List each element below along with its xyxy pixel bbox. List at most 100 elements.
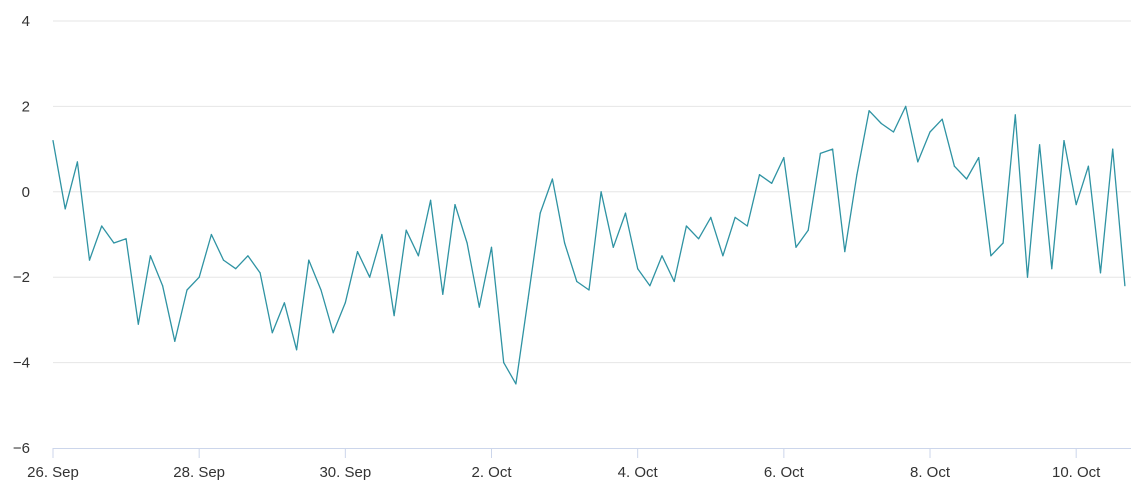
data-point: [588, 289, 590, 291]
data-point: [649, 285, 651, 287]
data-point: [722, 255, 724, 257]
x-axis: 26. Sep 28. Sep 30. Sep 2. Oct 4. Oct 6. Oct 8…: [27, 448, 1131, 481]
data-point: [259, 272, 261, 274]
data-point: [405, 229, 407, 231]
data-point: [515, 383, 517, 385]
data-point: [198, 276, 200, 278]
data-point: [381, 233, 383, 236]
y-tick-label: −2: [13, 269, 30, 286]
data-point: [576, 280, 578, 283]
data-point: [807, 229, 809, 231]
data-point: [52, 140, 54, 142]
data-point: [990, 255, 992, 257]
data-point: [710, 216, 712, 218]
data-point: [320, 289, 322, 291]
data-point: [466, 242, 468, 244]
data-point: [369, 276, 371, 278]
data-point: [417, 255, 419, 257]
x-tick-label: 28. Sep: [173, 464, 225, 481]
data-point: [880, 122, 882, 125]
data-point: [783, 157, 785, 159]
series-layer: [52, 105, 1126, 385]
x-tick-label: 26. Sep: [27, 464, 79, 481]
data-point: [174, 340, 176, 342]
data-point: [222, 259, 225, 261]
data-point: [88, 259, 91, 261]
data-point: [283, 302, 285, 304]
x-tick-label: 4. Oct: [618, 464, 659, 481]
data-point: [1026, 276, 1029, 278]
data-point: [966, 178, 968, 180]
data-point: [503, 362, 505, 364]
data-point: [64, 208, 66, 210]
y-tick-label: 4: [22, 13, 30, 30]
data-point: [527, 298, 529, 300]
data-point: [1099, 272, 1102, 274]
data-point: [795, 246, 797, 248]
data-point: [685, 225, 688, 227]
data-point: [637, 268, 639, 270]
data-point: [868, 110, 870, 112]
data-point: [698, 238, 700, 240]
data-point: [308, 259, 310, 261]
data-point: [978, 157, 980, 159]
data-point: [941, 118, 943, 120]
y-axis: 4 2 0 −2 −4 −6: [13, 13, 30, 457]
data-point: [235, 268, 237, 270]
data-point: [478, 306, 480, 308]
data-point: [673, 280, 675, 283]
data-point: [758, 174, 761, 176]
data-point: [430, 199, 432, 201]
data-point: [1063, 140, 1065, 142]
y-tick-label: 0: [22, 184, 30, 201]
data-point: [771, 182, 773, 184]
data-point: [819, 152, 822, 154]
data-point: [162, 285, 164, 287]
data-point: [1075, 204, 1077, 206]
data-point: [247, 255, 249, 257]
data-point: [856, 174, 858, 176]
data-point: [1051, 268, 1053, 270]
data-point: [1014, 114, 1016, 116]
x-tick-label: 30. Sep: [319, 464, 371, 481]
data-point: [832, 148, 834, 150]
data-point: [296, 349, 298, 351]
data-point: [186, 289, 188, 291]
x-tick-label: 2. Oct: [472, 464, 513, 481]
x-tick-label: 8. Oct: [910, 464, 951, 481]
data-point: [661, 255, 663, 257]
data-point: [442, 293, 444, 295]
data-point: [929, 131, 931, 133]
data-point: [356, 251, 359, 253]
series-line: [52, 105, 1126, 385]
data-point: [149, 255, 151, 257]
data-point: [624, 212, 627, 214]
data-point: [76, 161, 78, 163]
data-point: [393, 315, 395, 317]
y-tick-label: −4: [13, 355, 30, 372]
x-tick-label: 10. Oct: [1052, 464, 1101, 481]
data-point: [746, 225, 748, 227]
data-point: [101, 225, 103, 227]
grid-lines: [53, 20, 1131, 364]
data-point: [1039, 144, 1041, 146]
data-point: [1112, 148, 1114, 150]
data-point: [892, 131, 895, 133]
data-point: [271, 332, 273, 334]
data-point: [210, 233, 212, 236]
data-point: [454, 204, 456, 206]
y-tick-label: −6: [13, 440, 30, 457]
x-tick-label: 6. Oct: [764, 464, 805, 481]
data-point: [490, 246, 493, 248]
data-point: [905, 105, 907, 107]
data-point: [344, 302, 346, 304]
data-point: [1002, 242, 1004, 244]
data-point: [564, 242, 566, 244]
data-point: [113, 242, 115, 244]
data-point: [1124, 285, 1126, 287]
y-tick-label: 2: [22, 98, 30, 115]
data-point: [1087, 165, 1089, 167]
data-point: [539, 212, 541, 214]
data-point: [734, 216, 736, 218]
